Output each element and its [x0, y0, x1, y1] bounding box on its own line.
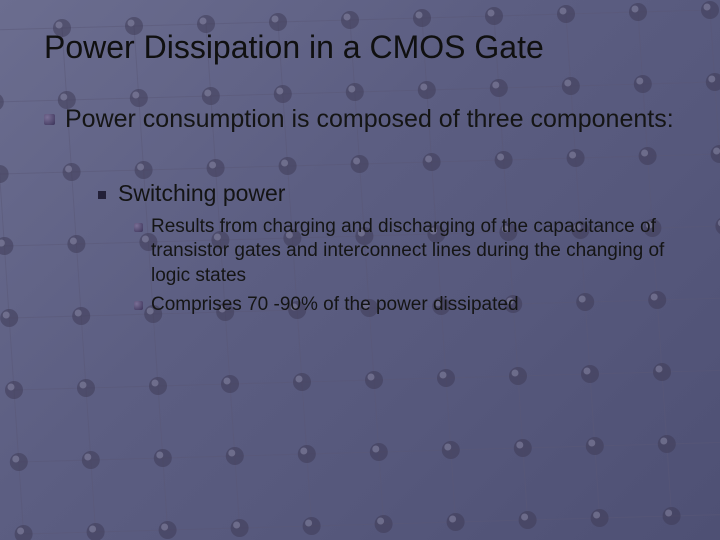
level3-text: Comprises 70 -90% of the power dissipate…	[151, 293, 519, 318]
bullet-level3: Comprises 70 -90% of the power dissipate…	[134, 293, 676, 318]
level3-container: Results from charging and discharging of…	[98, 215, 676, 318]
small-square-bullet-icon	[98, 191, 106, 199]
square-bullet-icon	[44, 114, 55, 125]
level2-text: Switching power	[118, 180, 285, 207]
square-bullet-icon	[134, 223, 143, 232]
bullet-level2: Switching power	[98, 180, 676, 207]
slide-title: Power Dissipation in a CMOS Gate	[44, 28, 676, 66]
bullet-level3: Results from charging and discharging of…	[134, 215, 676, 289]
square-bullet-icon	[134, 301, 143, 310]
level1-text: Power consumption is composed of three c…	[65, 104, 674, 135]
level2-container: Switching power Results from charging an…	[44, 180, 676, 318]
bullet-level1: Power consumption is composed of three c…	[44, 104, 676, 135]
level3-text: Results from charging and discharging of…	[151, 215, 676, 289]
slide-content: Power Dissipation in a CMOS Gate Power c…	[0, 0, 720, 317]
